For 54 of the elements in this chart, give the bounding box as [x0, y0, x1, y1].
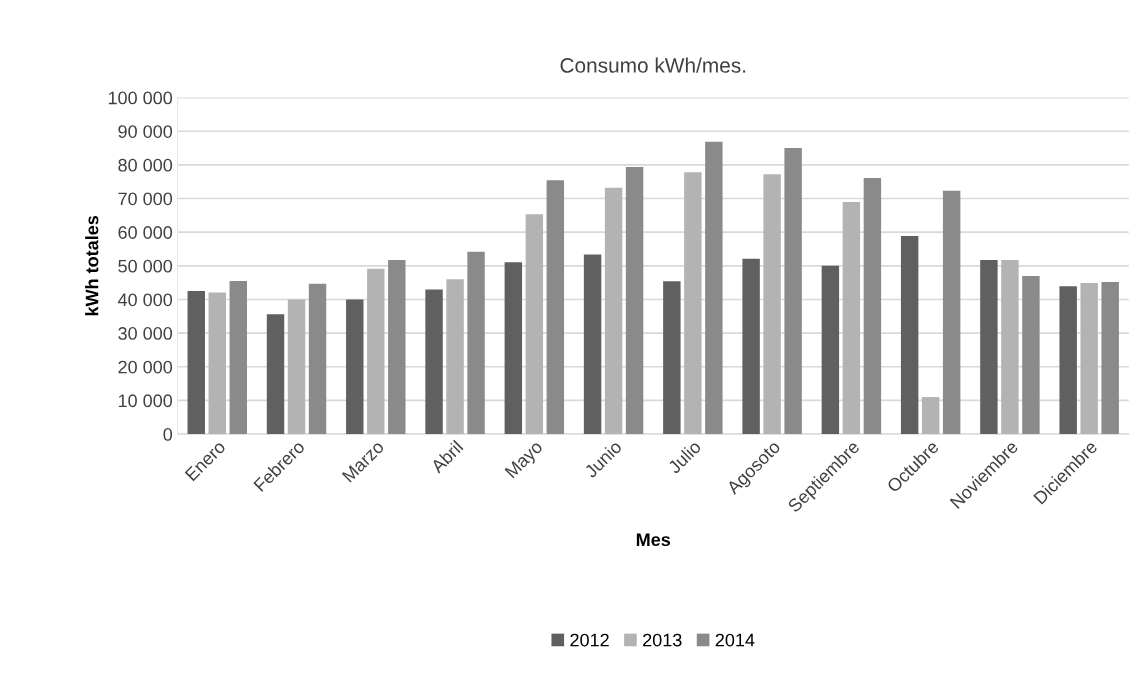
bar	[663, 281, 681, 435]
bar	[821, 265, 840, 435]
legend-label: 2012	[570, 633, 609, 647]
y-tick-label: 90 000	[118, 125, 173, 138]
bar	[705, 141, 723, 435]
bar	[1080, 283, 1098, 435]
bar	[208, 292, 226, 435]
bar	[467, 251, 485, 435]
bar	[742, 258, 760, 435]
bar	[1101, 281, 1119, 435]
bar	[287, 299, 306, 435]
y-axis-title: kWh totales	[85, 215, 99, 316]
bar	[187, 291, 205, 435]
bar	[784, 148, 802, 435]
y-tick-label: 70 000	[118, 192, 173, 206]
bar	[388, 260, 406, 435]
bar	[684, 172, 702, 435]
bar	[980, 260, 998, 435]
y-tick-label: 100 000	[108, 91, 173, 105]
bar	[1022, 275, 1040, 435]
bar	[942, 190, 961, 435]
bar	[921, 397, 940, 435]
bar	[1059, 286, 1077, 435]
bar	[266, 314, 285, 435]
y-tick-label: 60 000	[118, 226, 173, 239]
chart-title: Consumo kWh/mes.	[560, 57, 746, 73]
x-axis-title: Mes	[636, 533, 671, 547]
bar	[425, 289, 443, 435]
bar	[604, 187, 623, 435]
x-tick-label: Julio	[666, 439, 702, 475]
bar	[763, 174, 781, 435]
bar	[308, 283, 327, 435]
bar	[863, 178, 882, 435]
y-tick-label: 20 000	[118, 360, 173, 374]
bar	[504, 262, 523, 435]
bar	[625, 166, 644, 435]
bar	[346, 299, 364, 435]
bar	[446, 279, 464, 435]
bar	[900, 235, 919, 435]
y-tick-label: 0	[163, 428, 173, 441]
y-tick-label: 80 000	[118, 158, 173, 172]
bar	[842, 201, 861, 435]
bar	[1001, 260, 1019, 435]
bar	[546, 180, 565, 435]
y-tick-label: 10 000	[118, 394, 173, 408]
y-tick-label: 30 000	[118, 327, 173, 340]
y-tick-label: 50 000	[118, 259, 173, 273]
legend-label: 2013	[643, 633, 682, 647]
y-tick-label: 40 000	[117, 293, 173, 307]
bar	[583, 254, 602, 435]
bar	[229, 280, 247, 435]
bar	[367, 268, 385, 435]
legend-label: 2014	[715, 633, 755, 647]
bar	[525, 214, 544, 435]
